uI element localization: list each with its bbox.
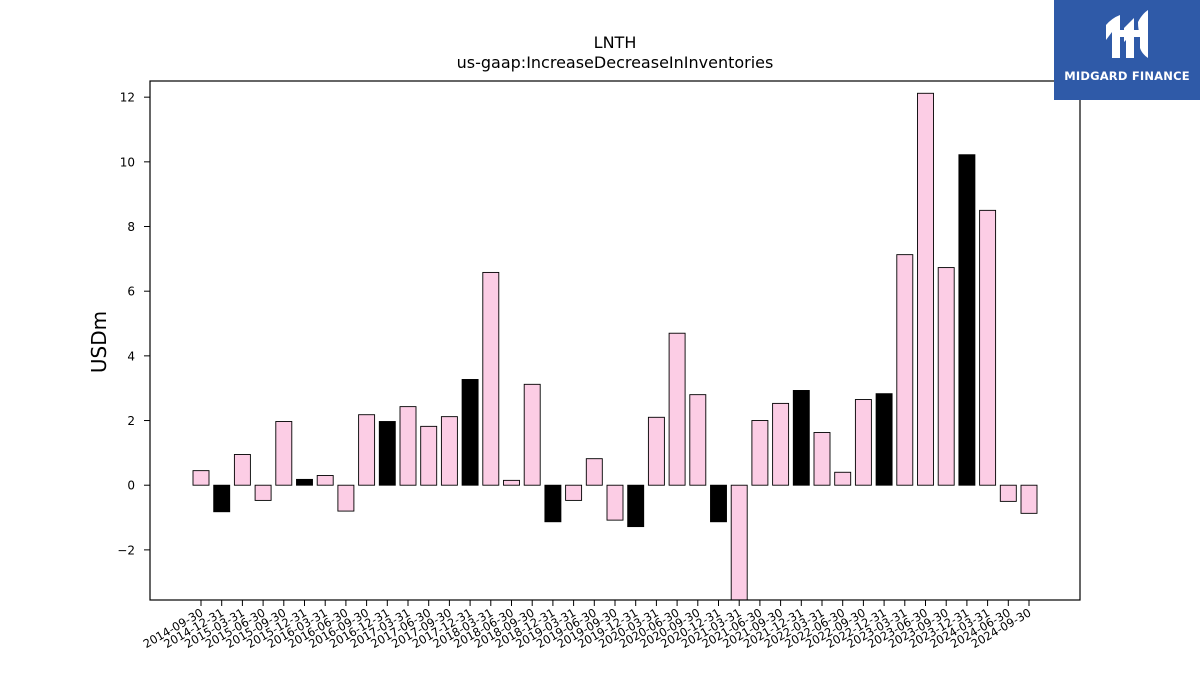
chart-title: LNTH	[594, 33, 637, 52]
bar-2019-12-31	[627, 484, 645, 528]
bar-2022-03-31	[813, 432, 831, 486]
bar-2015-03-31	[233, 454, 251, 486]
bar-2023-03-31	[896, 254, 914, 486]
logo-text: MIDGARD FINANCE	[1064, 69, 1190, 83]
bar-2014-09-30	[192, 470, 210, 486]
y-tick-label: 8	[127, 220, 135, 234]
bar-2019-09-30	[606, 484, 624, 521]
bars-group	[192, 92, 1038, 601]
bar-2018-03-31	[482, 271, 500, 486]
bar-2018-12-31	[544, 484, 562, 523]
y-tick-label: 0	[127, 479, 135, 493]
bar-2017-06-30	[420, 425, 438, 486]
plot-frame	[149, 80, 1081, 601]
bar-2018-06-30	[503, 479, 520, 486]
bar-2020-03-31	[647, 416, 665, 486]
y-tick-label: 4	[127, 349, 135, 363]
bar-2017-03-31	[399, 406, 417, 486]
bar-2022-06-30	[834, 471, 852, 486]
midgard-finance-logo: MIDGARD FINANCE	[1054, 0, 1200, 100]
bar-2024-09-30	[1020, 484, 1038, 514]
bar-2021-09-30	[772, 402, 790, 486]
bar-2022-09-30	[854, 399, 872, 486]
y-axis-ticks: −2 0 2 4 6 8 10 12	[117, 91, 150, 557]
bar-2015-06-30	[254, 484, 272, 501]
bar-2020-06-30	[668, 332, 686, 486]
y-tick-label: −2	[117, 543, 135, 557]
bar-2021-06-30	[751, 420, 769, 486]
bar-2015-12-31	[296, 478, 313, 486]
bar-2019-03-31	[565, 484, 583, 501]
y-axis-label: USDm	[87, 311, 111, 373]
bar-2015-09-30	[275, 421, 293, 486]
bar-2023-06-30	[917, 92, 934, 486]
bar-2023-09-30	[937, 267, 955, 486]
bar-2021-12-31	[792, 390, 810, 486]
bar-2024-06-30	[999, 484, 1017, 502]
bar-2023-12-31	[958, 154, 976, 486]
bar-2016-12-31	[378, 421, 396, 486]
midgard-logo-icon	[1106, 10, 1148, 58]
bar-2021-03-31	[730, 484, 748, 601]
y-tick-label: 2	[127, 414, 135, 428]
bar-2019-06-30	[585, 458, 603, 486]
bar-2020-09-30	[689, 394, 707, 486]
bar-2016-06-30	[337, 484, 355, 512]
bar-2016-03-31	[316, 475, 334, 486]
bar-2014-12-31	[213, 484, 231, 513]
y-tick-label: 6	[127, 285, 135, 299]
y-tick-label: 10	[120, 155, 135, 169]
y-tick-label: 12	[120, 91, 135, 105]
bar-2016-09-30	[358, 414, 376, 486]
bar-2018-09-30	[523, 383, 541, 486]
bar-2017-12-31	[461, 379, 479, 486]
bar-2022-12-31	[875, 393, 893, 486]
x-axis-ticks: 2014-09-302014-12-312015-03-312015-06-30…	[141, 600, 1034, 651]
bar-2020-12-31	[710, 484, 727, 523]
bar-2024-03-31	[979, 209, 997, 486]
bar-2017-09-30	[440, 416, 458, 486]
chart-subtitle: us-gaap:IncreaseDecreaseInInventories	[457, 53, 774, 72]
